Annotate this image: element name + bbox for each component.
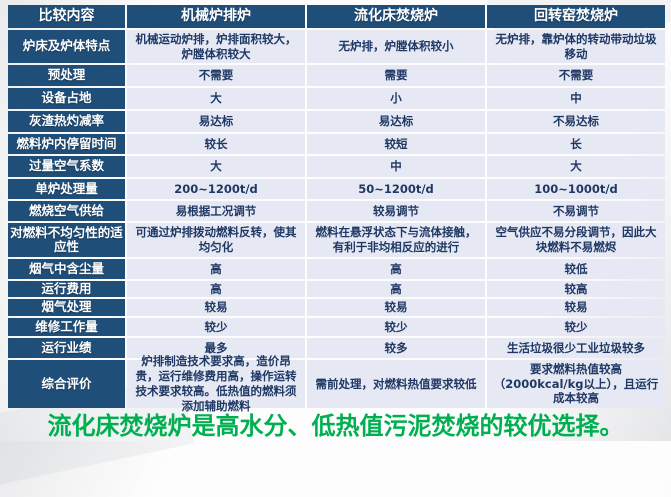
table-cell: 较高 bbox=[487, 281, 665, 297]
table-cell: 最多 bbox=[127, 338, 305, 358]
comparison-table: 比较内容 机械炉排炉 流化床焚烧炉 回转窑焚烧炉 炉床及炉体特点 机械运动炉排，… bbox=[8, 5, 665, 413]
table-cell: 较易调节 bbox=[307, 201, 485, 221]
table-cell: 可通过炉排拨动燃料反转，使其均匀化 bbox=[127, 223, 305, 257]
table-cell: 要求燃料热值较高（2000kcal/kg以上），且运行成本较高 bbox=[487, 360, 665, 408]
table-cell: 易达标 bbox=[127, 111, 305, 132]
table-cell: 高 bbox=[307, 259, 485, 279]
table-cell: 较易 bbox=[127, 299, 305, 316]
row-label: 对燃料不均匀性的适应性 bbox=[8, 223, 125, 257]
table-cell: 中 bbox=[307, 156, 485, 177]
row-label: 燃烧空气供给 bbox=[8, 201, 125, 221]
table-cell: 50~1200t/d bbox=[307, 179, 485, 199]
row-label: 灰渣热灼减率 bbox=[8, 111, 125, 132]
row-label: 烟气中含尘量 bbox=[8, 259, 125, 279]
table-cell: 大 bbox=[487, 156, 665, 177]
header-cell-grate-furnace: 机械炉排炉 bbox=[127, 5, 305, 28]
row-label: 预处理 bbox=[8, 65, 125, 86]
table-cell: 不需要 bbox=[127, 65, 305, 86]
header-cell-fluidized-bed: 流化床焚烧炉 bbox=[307, 5, 485, 28]
table-cell: 不需要 bbox=[487, 65, 665, 86]
table-cell: 生活垃圾很少工业垃圾较多 bbox=[487, 338, 665, 358]
row-label: 运行业绩 bbox=[8, 338, 125, 358]
table-cell: 中 bbox=[487, 88, 665, 109]
table-cell: 较低 bbox=[487, 259, 665, 279]
table-cell: 100~1000t/d bbox=[487, 179, 665, 199]
table-cell: 无炉排，靠炉体的转动带动垃圾移动 bbox=[487, 30, 665, 63]
table-cell: 高 bbox=[127, 281, 305, 297]
header-cell-compare: 比较内容 bbox=[8, 5, 125, 28]
row-label: 运行费用 bbox=[8, 281, 125, 297]
table-cell: 较易 bbox=[487, 299, 665, 316]
table-cell: 较少 bbox=[487, 318, 665, 336]
table-cell: 无炉排，炉膛体积较小 bbox=[307, 30, 485, 63]
row-label: 燃料炉内停留时间 bbox=[8, 134, 125, 154]
table-cell: 机械运动炉排，炉排面积较大，炉膛体积较大 bbox=[127, 30, 305, 63]
table-cell: 大 bbox=[127, 156, 305, 177]
table-cell: 较易 bbox=[307, 299, 485, 316]
table-cell: 需要 bbox=[307, 65, 485, 86]
table-cell: 较少 bbox=[127, 318, 305, 336]
table-cell: 易达标 bbox=[307, 111, 485, 132]
table-cell: 较多 bbox=[307, 338, 485, 358]
row-label: 维修工作量 bbox=[8, 318, 125, 336]
table-cell: 较少 bbox=[307, 318, 485, 336]
table-cell: 较长 bbox=[127, 134, 305, 154]
table-cell: 大 bbox=[127, 88, 305, 109]
row-label: 设备占地 bbox=[8, 88, 125, 109]
table-cell: 不易调节 bbox=[487, 201, 665, 221]
conclusion-text: 流化床焚烧炉是高水分、低热值污泥焚烧的较优选择。 bbox=[47, 411, 624, 440]
table-cell: 高 bbox=[307, 281, 485, 297]
table-cell: 200~1200t/d bbox=[127, 179, 305, 199]
row-label: 单炉处理量 bbox=[8, 179, 125, 199]
table-cell: 小 bbox=[307, 88, 485, 109]
table-cell: 长 bbox=[487, 134, 665, 154]
table-cell: 需前处理，对燃料热值要求较低 bbox=[307, 360, 485, 408]
row-label: 综合评价 bbox=[8, 360, 125, 408]
table-cell: 易根据工况调节 bbox=[127, 201, 305, 221]
table-cell: 炉排制造技术要求高，造价昂贵，运行维修费用高，操作运转技术要求较高。低热值的燃料… bbox=[127, 354, 305, 413]
row-label: 烟气处理 bbox=[8, 299, 125, 316]
table-cell: 高 bbox=[127, 259, 305, 279]
table-cell: 空气供应不易分段调节，因此大块燃料不易燃烬 bbox=[487, 223, 665, 257]
table-cell: 燃料在悬浮状态下与流体接触，有利于非均相反应的进行 bbox=[307, 223, 485, 257]
row-label: 过量空气系数 bbox=[8, 156, 125, 177]
header-cell-rotary-kiln: 回转窑焚烧炉 bbox=[487, 5, 665, 28]
table-cell: 不易达标 bbox=[487, 111, 665, 132]
row-label: 炉床及炉体特点 bbox=[8, 30, 125, 63]
table-cell: 较短 bbox=[307, 134, 485, 154]
